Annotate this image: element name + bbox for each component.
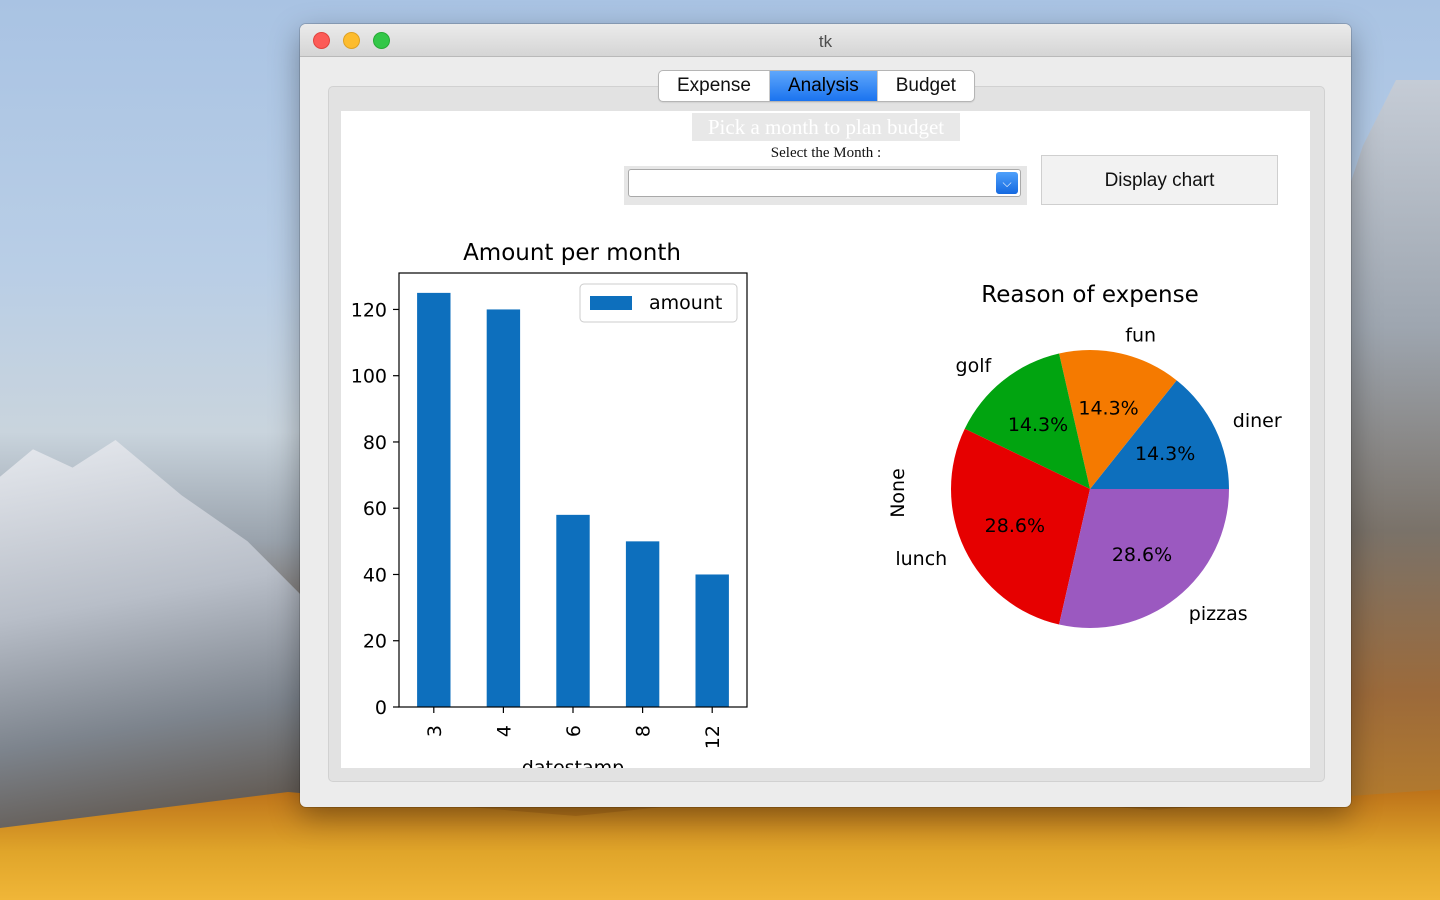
- month-select[interactable]: ⌵: [628, 169, 1021, 197]
- tab-bar: Expense Analysis Budget: [658, 70, 975, 102]
- pie-pct-lunch: 28.6%: [985, 515, 1045, 537]
- pie-slice-fun: [1059, 350, 1177, 489]
- y-tick-label: 60: [363, 498, 387, 520]
- pie-label-fun: fun: [1125, 325, 1156, 347]
- pie-pct-pizzas: 28.6%: [1112, 544, 1172, 566]
- bar-12: [695, 574, 729, 707]
- pie-chart: Reason of expense None diner 14.3% fun 14.3…: [887, 282, 1282, 628]
- y-tick-label: 0: [375, 697, 387, 719]
- x-tick-label: 4: [493, 725, 515, 737]
- pie-label-lunch: lunch: [895, 548, 947, 570]
- y-tick-label: 120: [351, 299, 387, 321]
- x-tick-label: 3: [424, 725, 446, 737]
- y-tick-label: 20: [363, 631, 387, 653]
- y-tick-label: 80: [363, 432, 387, 454]
- bar-3: [417, 292, 451, 707]
- pie-label-golf: golf: [956, 355, 993, 377]
- window-title: tk: [818, 32, 833, 51]
- pie-chart-title: Reason of expense: [981, 282, 1198, 308]
- pie-y-axis-label: None: [887, 468, 909, 518]
- tab-analysis[interactable]: Analysis: [769, 71, 878, 101]
- tab-budget[interactable]: Budget: [895, 75, 956, 96]
- pie-slice-pizzas: [1059, 489, 1229, 628]
- pie-pct-diner: 14.3%: [1135, 443, 1195, 465]
- y-tick-label: 40: [363, 564, 387, 586]
- pie-slice-lunch: [951, 428, 1090, 625]
- minimize-window-button[interactable]: [343, 32, 360, 49]
- bar-8: [625, 541, 660, 707]
- pie-slice-golf: [964, 353, 1090, 489]
- legend-swatch-amount: [590, 296, 632, 310]
- pie-pct-fun: 14.3%: [1078, 398, 1138, 420]
- tab-expense[interactable]: Expense: [659, 71, 770, 101]
- bar-6: [556, 514, 590, 707]
- select-month-label: Select the Month :: [770, 145, 882, 161]
- display-chart-button[interactable]: Display chart: [1041, 155, 1278, 205]
- pie-slice-diner: [1090, 380, 1229, 489]
- app-window: tk Expense Analysis Budget Pick a month …: [300, 24, 1351, 807]
- legend-label-amount: amount: [649, 292, 722, 314]
- x-tick-label: 12: [702, 725, 724, 749]
- pie-label-pizzas: pizzas: [1189, 603, 1248, 625]
- pie-pct-golf: 14.3%: [1008, 414, 1068, 436]
- analysis-content: Pick a month to plan budget Select the M…: [341, 111, 1310, 768]
- legend-frame: [579, 283, 738, 323]
- month-select-wrapper: ⌵: [624, 166, 1027, 205]
- x-tick-label: 6: [563, 725, 585, 737]
- plan-budget-heading: Pick a month to plan budget: [692, 113, 960, 141]
- zoom-window-button[interactable]: [373, 32, 390, 49]
- title-bar[interactable]: tk: [300, 24, 1351, 57]
- bar-legend: amount: [579, 283, 738, 323]
- y-tick-label: 100: [351, 366, 387, 388]
- close-window-button[interactable]: [313, 32, 330, 49]
- bar-x-axis-label: datestamp: [522, 757, 624, 768]
- pie-label-diner: diner: [1233, 410, 1282, 432]
- bar-4: [486, 309, 521, 707]
- bar-chart-title: Amount per month: [463, 240, 681, 266]
- x-tick-label: 8: [633, 725, 655, 737]
- chevron-down-icon[interactable]: ⌵: [996, 172, 1018, 194]
